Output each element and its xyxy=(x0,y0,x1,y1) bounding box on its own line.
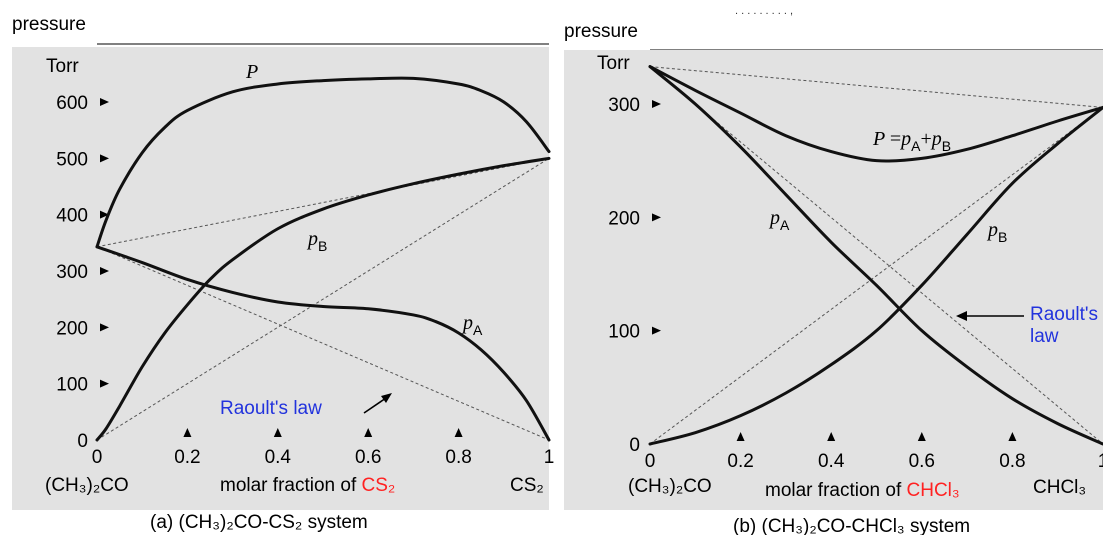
raoult-law-line xyxy=(649,106,1103,445)
panel-a-caption: (a) (CH₃)₂CO-CS₂ system xyxy=(150,512,368,533)
x-tick-label: 0.4 xyxy=(818,451,845,472)
x-tick-label: 0 xyxy=(645,451,656,472)
panel-a-label-P: P xyxy=(245,61,258,83)
x-tick-marker xyxy=(364,428,373,437)
raoult-law-line xyxy=(96,157,550,441)
panel-a-series xyxy=(95,76,551,442)
panel-a-x-left-label: (CH₃)₂CO xyxy=(45,475,129,496)
panel-a-ylabel: pressure xyxy=(12,14,86,35)
x-tick-label: 0.4 xyxy=(265,447,292,468)
panel-a-plot-area xyxy=(12,47,549,510)
y-tick-marker xyxy=(652,326,661,335)
panel-b-x-right-label: CHCl₃ xyxy=(1033,477,1086,498)
panel-a: pressure Torr 0 100 200 300 400 500 600 0 0.2 0.… xyxy=(12,14,554,533)
panel-b-raoult-arrowhead xyxy=(956,311,967,321)
panel-b-x-axis-title: molar fraction of CHCl₃ xyxy=(765,480,960,501)
y-tick-marker xyxy=(652,100,661,108)
series-line-pB xyxy=(648,105,1103,446)
panel-b-y-ticks: 0 100 200 300 xyxy=(608,95,661,456)
y-tick-label: 300 xyxy=(608,95,640,116)
series-line-P xyxy=(95,76,551,249)
panel-b-ylabel: pressure xyxy=(564,21,638,42)
panel-b-raoult-lines xyxy=(649,66,1103,445)
x-tick-label: 0 xyxy=(92,447,103,468)
series-line-pA xyxy=(648,65,1103,446)
raoult-law-line xyxy=(649,66,1103,108)
raoult-law-line xyxy=(96,246,550,441)
x-tick-marker xyxy=(454,428,463,437)
series-line-pB xyxy=(95,156,551,442)
panel-a-y-ticks: 0 100 200 300 400 500 600 xyxy=(56,93,109,452)
y-tick-marker xyxy=(100,379,109,388)
y-tick-label: 200 xyxy=(56,318,88,339)
panel-a-x-right-label: CS₂ xyxy=(510,475,544,496)
x-tick-label: 1 xyxy=(544,447,555,468)
y-tick-marker xyxy=(652,213,661,222)
x-tick-label: 0.2 xyxy=(727,451,753,472)
panel-b-series xyxy=(648,65,1103,446)
series-line-pA xyxy=(95,245,551,442)
y-tick-label: 0 xyxy=(77,431,88,452)
panel-b-plot-area xyxy=(564,50,1103,510)
y-tick-label: 400 xyxy=(56,206,88,227)
y-tick-marker xyxy=(100,154,109,163)
panel-b-raoult-label-1: Raoult's xyxy=(1030,304,1098,325)
panel-a-x-axis-title: molar fraction of CS₂ xyxy=(220,475,395,496)
x-tick-marker xyxy=(736,432,745,441)
panel-b-x-axis-component: CHCl₃ xyxy=(907,480,960,501)
y-tick-marker xyxy=(100,98,109,106)
y-tick-label: 100 xyxy=(56,375,88,396)
y-tick-marker xyxy=(100,210,109,219)
panel-a-x-axis-component: CS₂ xyxy=(362,475,396,496)
panel-a-raoult-label: Raoult's law xyxy=(220,398,322,419)
panel-a-raoult-lines xyxy=(96,157,550,441)
y-tick-label: 0 xyxy=(629,435,640,456)
panel-b-yunit: Torr xyxy=(597,53,630,74)
x-tick-label: 0.6 xyxy=(909,451,935,472)
panel-a-x-axis-prefix: molar fraction of xyxy=(220,475,362,496)
x-tick-marker xyxy=(1008,432,1017,441)
x-tick-label: 0.2 xyxy=(174,447,200,468)
x-tick-label: 1 xyxy=(1098,451,1103,472)
y-tick-label: 500 xyxy=(56,149,88,170)
x-tick-label: 0.8 xyxy=(999,451,1025,472)
y-tick-label: 200 xyxy=(608,208,640,229)
y-tick-marker xyxy=(100,267,109,275)
panel-a-raoult-arrowhead xyxy=(381,393,392,403)
y-tick-label: 100 xyxy=(608,322,640,343)
top-text: . . . . . . . . . , xyxy=(735,5,793,17)
panel-b-x-axis-prefix: molar fraction of xyxy=(765,480,907,501)
x-tick-marker xyxy=(917,432,926,441)
panel-a-x-ticks: 0 0.2 0.4 0.6 0.8 1 xyxy=(92,428,555,468)
x-tick-label: 0.6 xyxy=(355,447,381,468)
panel-a-raoult-arrow xyxy=(363,397,387,414)
x-tick-marker xyxy=(273,428,282,437)
y-tick-marker xyxy=(100,323,109,332)
y-tick-label: 600 xyxy=(56,93,88,114)
panel-b-x-left-label: (CH₃)₂CO xyxy=(628,476,712,497)
x-tick-marker xyxy=(827,432,836,441)
x-tick-label: 0.8 xyxy=(445,447,471,468)
panel-b-caption: (b) (CH₃)₂CO-CHCl₃ system xyxy=(733,516,970,535)
raoult-law-line xyxy=(649,66,1103,445)
panel-a-yunit: Torr xyxy=(46,56,79,77)
y-tick-label: 300 xyxy=(56,262,88,283)
x-tick-marker xyxy=(183,428,192,437)
series-line-P xyxy=(648,65,1103,163)
panel-b-x-ticks: 0 0.2 0.4 0.6 0.8 1 xyxy=(645,432,1103,472)
panel-b-raoult-label-2: law xyxy=(1030,326,1059,347)
